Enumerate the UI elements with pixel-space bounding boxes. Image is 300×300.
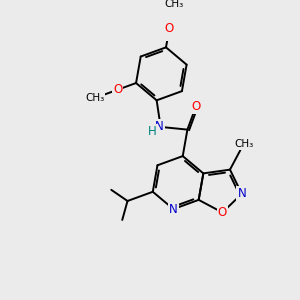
Text: O: O <box>113 83 122 96</box>
Text: O: O <box>165 22 174 35</box>
Text: N: N <box>155 120 164 134</box>
Text: CH₃: CH₃ <box>234 139 253 149</box>
Text: CH₃: CH₃ <box>164 0 183 9</box>
Text: CH₃: CH₃ <box>85 93 104 103</box>
Text: O: O <box>191 100 201 113</box>
Text: O: O <box>218 206 227 219</box>
Text: N: N <box>169 202 178 216</box>
Text: H: H <box>148 125 157 138</box>
Text: N: N <box>237 187 246 200</box>
